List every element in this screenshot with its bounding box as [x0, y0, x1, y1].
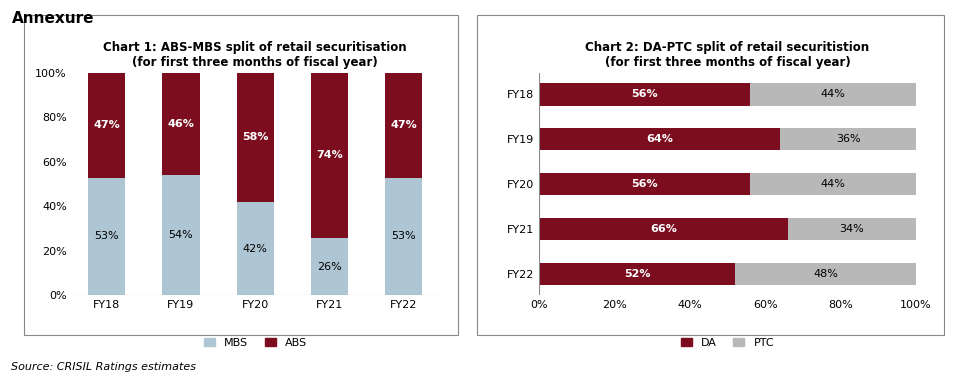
Text: Source: CRISIL Ratings estimates: Source: CRISIL Ratings estimates	[11, 362, 196, 372]
Text: 53%: 53%	[94, 232, 119, 242]
Bar	[538, 128, 780, 150]
Text: 52%: 52%	[623, 269, 650, 279]
Text: 74%: 74%	[315, 150, 342, 160]
Legend: MBS, ABS: MBS, ABS	[199, 333, 311, 352]
Bar	[780, 128, 915, 150]
Text: 56%: 56%	[631, 89, 658, 99]
Text: 66%: 66%	[649, 224, 676, 234]
Legend: DA, PTC: DA, PTC	[676, 333, 778, 352]
Bar	[236, 73, 274, 202]
Text: 54%: 54%	[169, 230, 193, 240]
Bar	[749, 83, 915, 105]
Bar	[538, 218, 787, 240]
Bar	[162, 73, 199, 175]
Text: 64%: 64%	[645, 134, 672, 144]
Bar	[311, 237, 348, 295]
Bar	[385, 73, 421, 178]
Bar	[88, 178, 125, 295]
Text: Annexure: Annexure	[11, 11, 93, 26]
Title: Chart 2: DA-PTC split of retail securitistion
(for first three months of fiscal : Chart 2: DA-PTC split of retail securiti…	[585, 41, 868, 69]
Text: 47%: 47%	[93, 120, 120, 130]
Bar	[538, 173, 749, 196]
Bar	[385, 178, 421, 295]
Bar	[787, 218, 915, 240]
Text: 56%: 56%	[631, 179, 658, 189]
Text: 44%: 44%	[820, 179, 844, 189]
Bar	[162, 175, 199, 295]
Text: 36%: 36%	[835, 134, 860, 144]
Text: 58%: 58%	[242, 132, 268, 142]
Text: 34%: 34%	[839, 224, 863, 234]
Bar	[311, 73, 348, 237]
Text: 47%: 47%	[390, 120, 416, 130]
Text: 42%: 42%	[242, 244, 268, 254]
Bar	[538, 263, 734, 285]
Title: Chart 1: ABS-MBS split of retail securitisation
(for first three months of fisca: Chart 1: ABS-MBS split of retail securit…	[103, 41, 407, 69]
Text: 53%: 53%	[391, 232, 416, 242]
Text: 46%: 46%	[168, 119, 194, 129]
Bar	[749, 173, 915, 196]
Bar	[236, 202, 274, 295]
Text: 44%: 44%	[820, 89, 844, 99]
Bar	[734, 263, 915, 285]
Bar	[88, 73, 125, 178]
Text: 48%: 48%	[812, 269, 837, 279]
Bar	[538, 83, 749, 105]
Text: 26%: 26%	[316, 261, 341, 272]
